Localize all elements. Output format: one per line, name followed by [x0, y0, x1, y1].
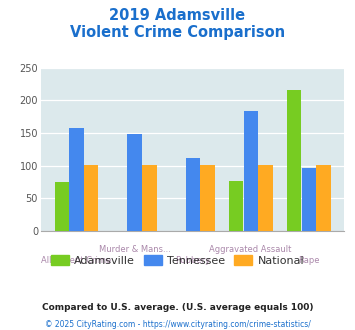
Text: Murder & Mans...: Murder & Mans...	[99, 246, 170, 254]
Bar	[55, 182, 69, 231]
Bar	[229, 182, 243, 231]
Bar	[316, 165, 331, 231]
Bar	[70, 128, 83, 231]
Text: All Violent Crime: All Violent Crime	[42, 256, 112, 265]
Bar	[142, 165, 157, 231]
Bar	[127, 134, 142, 231]
Text: Aggravated Assault: Aggravated Assault	[209, 246, 292, 254]
Bar	[84, 165, 98, 231]
Text: © 2025 CityRating.com - https://www.cityrating.com/crime-statistics/: © 2025 CityRating.com - https://www.city…	[45, 320, 310, 329]
Bar	[302, 168, 316, 231]
Bar	[186, 158, 200, 231]
Text: Robbery: Robbery	[175, 256, 210, 265]
Bar	[244, 111, 258, 231]
Legend: Adamsville, Tennessee, National: Adamsville, Tennessee, National	[47, 250, 308, 270]
Bar	[201, 165, 214, 231]
Text: Rape: Rape	[298, 256, 320, 265]
Text: Compared to U.S. average. (U.S. average equals 100): Compared to U.S. average. (U.S. average …	[42, 303, 313, 312]
Text: 2019 Adamsville: 2019 Adamsville	[109, 8, 246, 23]
Text: Violent Crime Comparison: Violent Crime Comparison	[70, 25, 285, 40]
Bar	[258, 165, 273, 231]
Bar	[287, 90, 301, 231]
